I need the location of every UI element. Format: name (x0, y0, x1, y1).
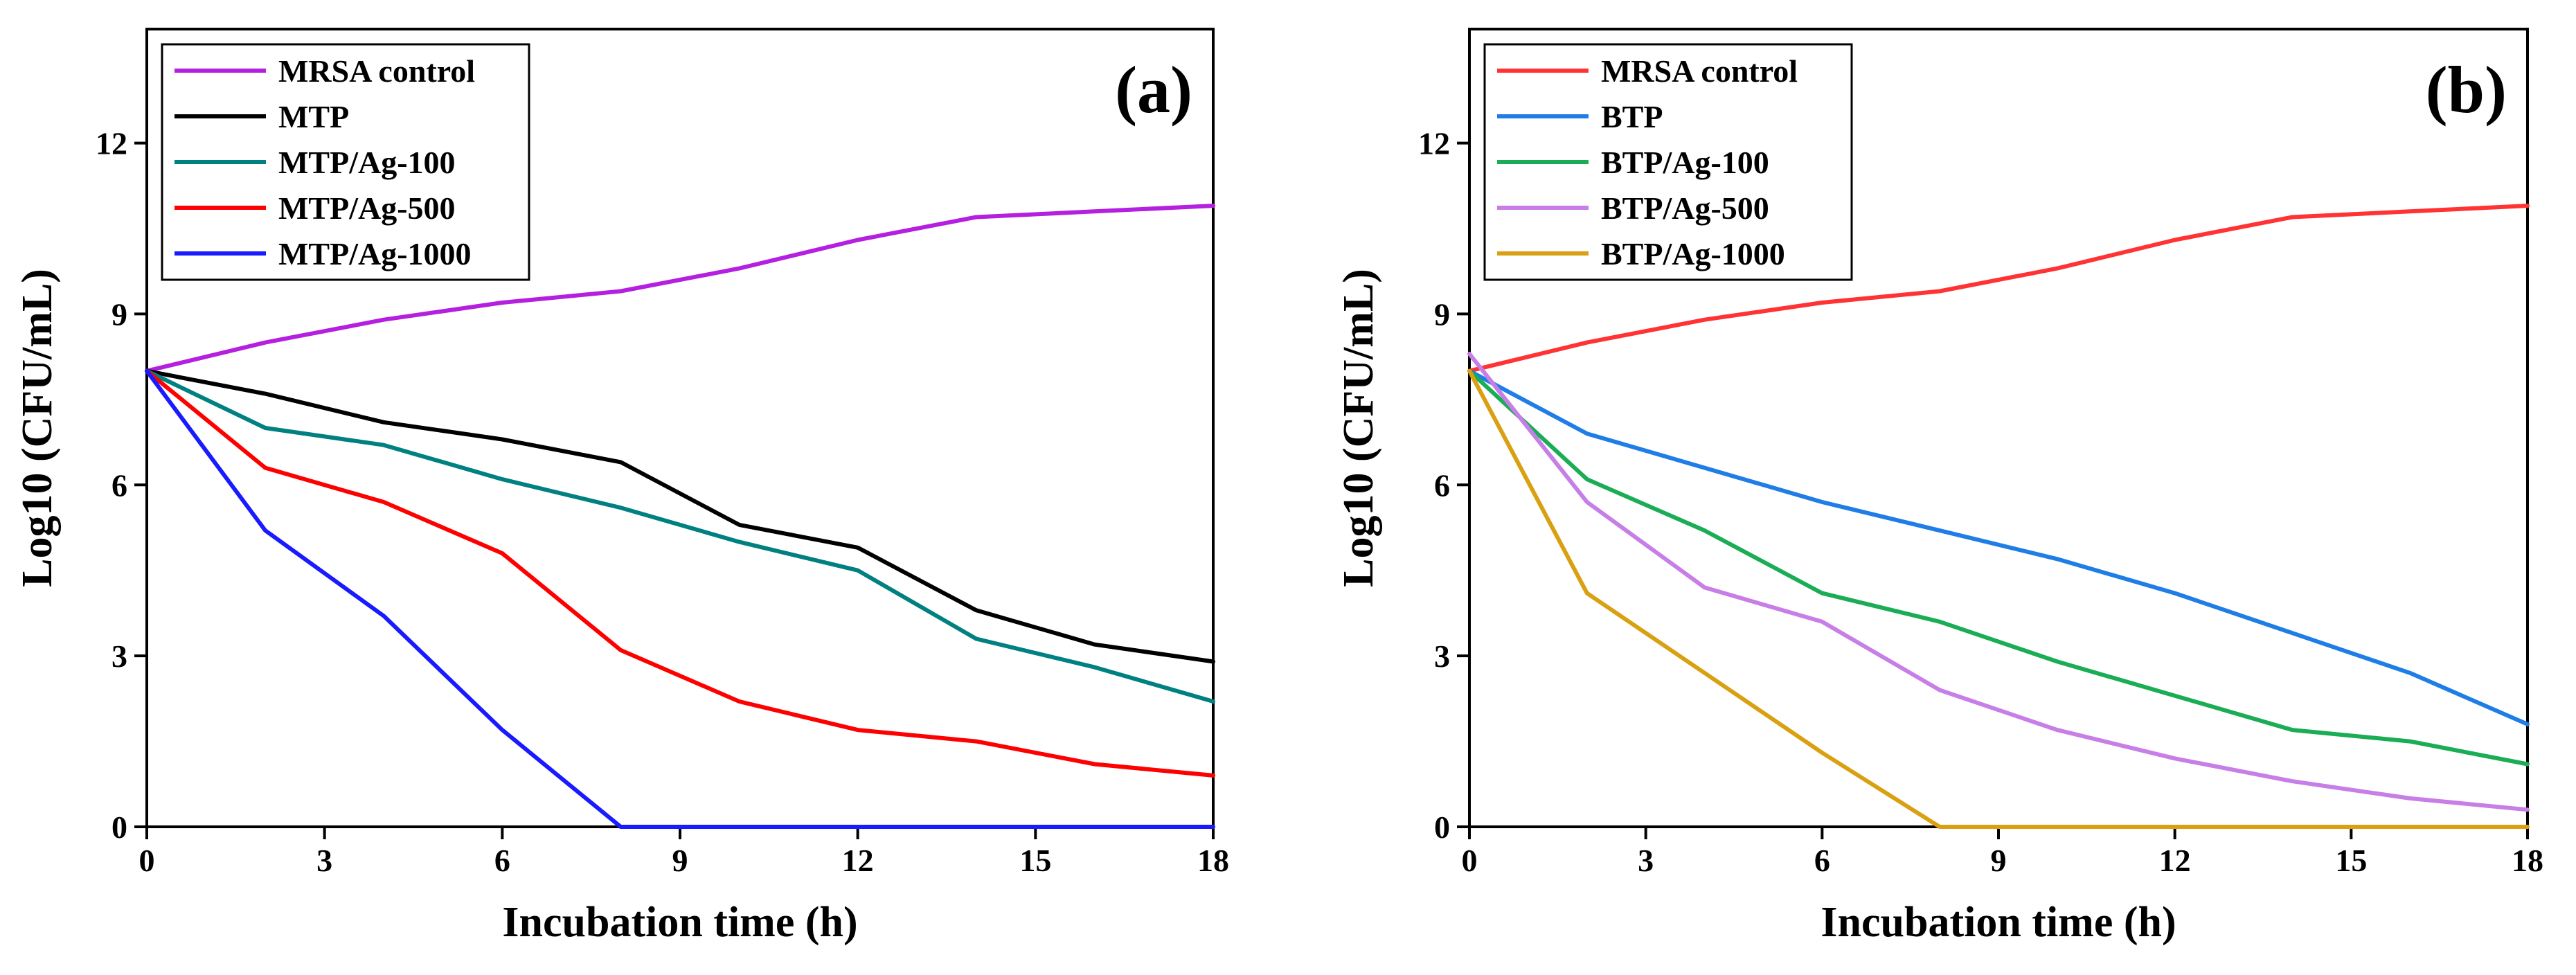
chart-panel-a: 0 3 6 9 12 15 18 0 3 6 9 12 Incubation time (h) Log10… (14, 28, 1229, 946)
x-tick-label: 18 (2512, 843, 2543, 878)
y-tick-label: 6 (111, 467, 127, 503)
x-tick-label: 12 (842, 843, 874, 878)
x-tick-label: 3 (1638, 843, 1654, 878)
y-axis-title: Log10 (CFU/mL) (14, 269, 61, 587)
series-line-mrsa-control (145, 204, 1215, 373)
x-tick-label: 9 (1991, 843, 2007, 878)
x-tick-label: 15 (2335, 843, 2367, 878)
x-tick-label: 6 (494, 843, 510, 878)
x-tick-label: 0 (1462, 843, 1478, 878)
series-line-mtp-ag-1000 (145, 368, 1215, 829)
series-line-mtp-ag-100 (145, 368, 1215, 704)
legend-label-btp-ag-100: BTP/Ag-100 (1601, 145, 1769, 180)
series-line-mrsa-control (1467, 204, 2530, 373)
x-tick-label: 15 (1019, 843, 1051, 878)
series-line-btp (1467, 368, 2530, 726)
y-tick-label: 9 (1434, 296, 1450, 332)
legend-label-mtp-ag-500: MTP/Ag-500 (278, 190, 456, 226)
x-tick-label: 0 (139, 843, 155, 878)
y-tick-label: 9 (111, 296, 127, 332)
y-tick-label: 0 (111, 809, 127, 845)
legend-label-btp-ag-1000: BTP/Ag-1000 (1601, 236, 1785, 271)
legend-label-mrsa-control: MRSA control (1601, 53, 1798, 89)
legend-label-mrsa-control: MRSA control (278, 53, 475, 89)
series-line-mtp (145, 368, 1215, 664)
y-tick-label: 3 (1434, 638, 1450, 674)
chart-panel-b: 0 3 6 9 12 15 18 0 3 6 9 12 Incubation time (h) Log10… (1335, 28, 2543, 946)
series-line-mtp-ag-500 (145, 368, 1215, 778)
series-line-btp-ag-1000 (1467, 368, 2530, 829)
x-tick-label: 18 (1197, 843, 1229, 878)
series-line-btp-ag-500 (1467, 352, 2530, 812)
panel-label-a: (a) (1115, 53, 1192, 127)
x-tick-label: 6 (1814, 843, 1830, 878)
legend-label-btp-ag-500: BTP/Ag-500 (1601, 190, 1769, 226)
y-tick-label: 6 (1434, 467, 1450, 503)
legend-label-mtp-ag-100: MTP/Ag-100 (278, 145, 456, 180)
y-tick-label: 12 (96, 126, 127, 161)
x-tick-label: 12 (2159, 843, 2191, 878)
x-tick-label: 9 (672, 843, 688, 878)
series-line-btp-ag-100 (1467, 368, 2530, 767)
legend-label-mtp: MTP (278, 99, 349, 134)
y-tick-label: 3 (111, 638, 127, 674)
x-axis-title: Incubation time (h) (502, 899, 857, 946)
y-axis-title: Log10 (CFU/mL) (1335, 269, 1382, 587)
legend-label-btp: BTP (1601, 99, 1663, 134)
y-tick-label: 0 (1434, 809, 1450, 845)
x-tick-label: 3 (316, 843, 332, 878)
panel-label-b: (b) (2426, 53, 2507, 127)
legend-label-mtp-ag-1000: MTP/Ag-1000 (278, 236, 472, 271)
x-axis-title: Incubation time (h) (1821, 899, 2176, 946)
y-tick-label: 12 (1418, 126, 1450, 161)
